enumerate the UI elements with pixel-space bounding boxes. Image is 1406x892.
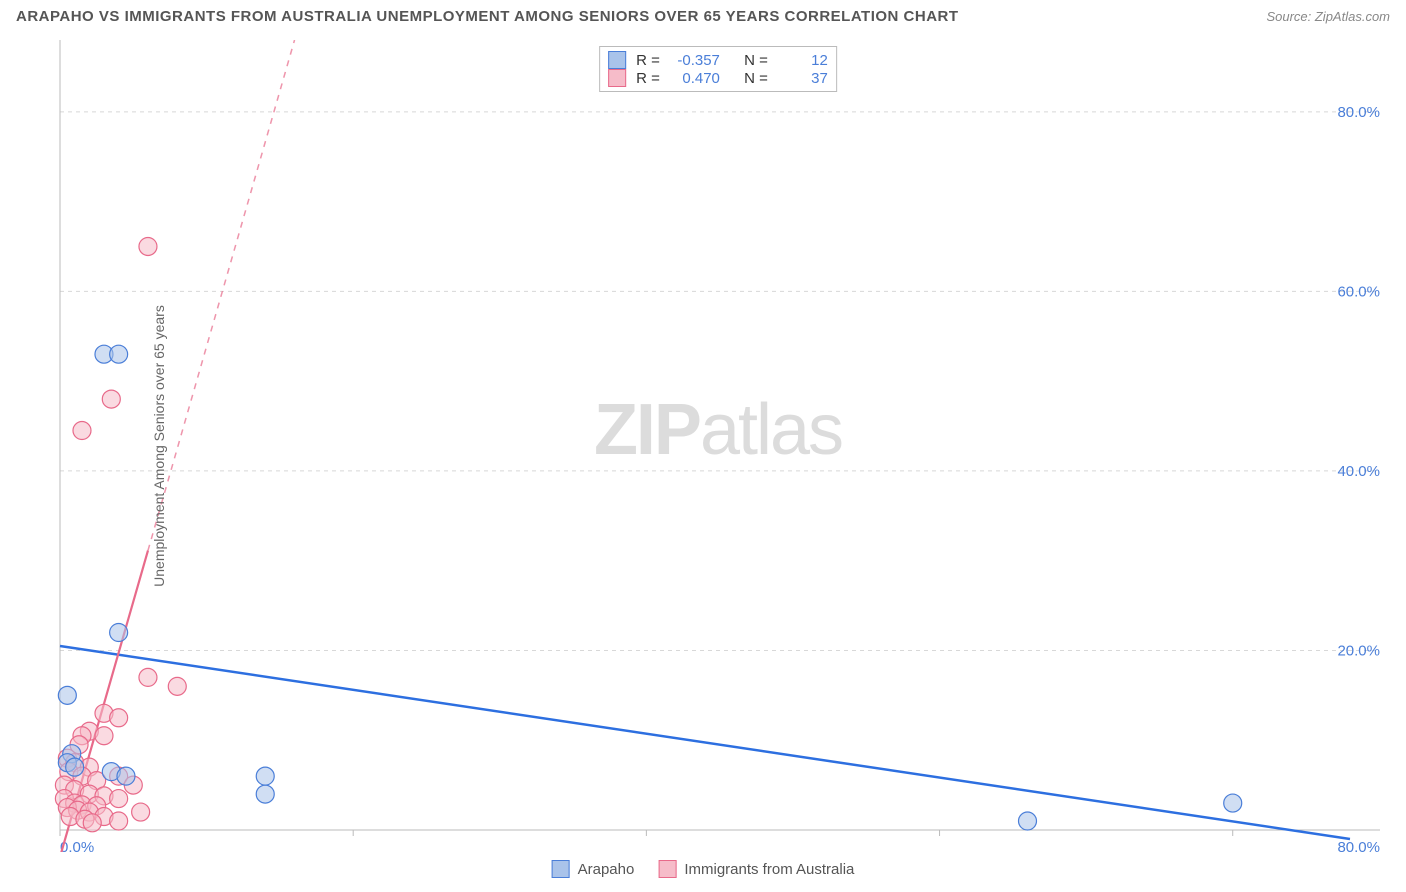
r-label: R =: [636, 70, 660, 87]
r-value-arapaho: -0.357: [670, 52, 720, 69]
swatch-arapaho-icon: [552, 860, 570, 878]
n-label: N =: [744, 70, 768, 87]
legend-label-arapaho: Arapaho: [578, 861, 635, 878]
svg-text:20.0%: 20.0%: [1337, 642, 1380, 659]
header: ARAPAHO VS IMMIGRANTS FROM AUSTRALIA UNE…: [0, 0, 1406, 29]
chart-container: Unemployment Among Seniors over 65 years…: [50, 40, 1386, 852]
bottom-legend: Arapaho Immigrants from Australia: [552, 860, 855, 878]
r-value-immigrants: 0.470: [670, 70, 720, 87]
source-attribution: Source: ZipAtlas.com: [1266, 9, 1390, 24]
legend-row-arapaho: R = -0.357 N = 12: [608, 51, 828, 69]
r-label: R =: [636, 52, 660, 69]
legend-item-arapaho: Arapaho: [552, 860, 635, 878]
svg-text:80.0%: 80.0%: [1337, 104, 1380, 121]
chart-title: ARAPAHO VS IMMIGRANTS FROM AUSTRALIA UNE…: [16, 8, 959, 25]
swatch-immigrants: [608, 69, 626, 87]
n-label: N =: [744, 52, 768, 69]
svg-text:80.0%: 80.0%: [1337, 839, 1380, 852]
scatter-chart: 20.0%40.0%60.0%80.0%0.0%80.0%: [50, 40, 1386, 852]
svg-text:60.0%: 60.0%: [1337, 283, 1380, 300]
y-axis-label: Unemployment Among Seniors over 65 years: [151, 305, 167, 587]
correlation-legend: R = -0.357 N = 12 R = 0.470 N = 37: [599, 46, 837, 92]
legend-item-immigrants: Immigrants from Australia: [658, 860, 854, 878]
swatch-arapaho: [608, 51, 626, 69]
legend-row-immigrants: R = 0.470 N = 37: [608, 69, 828, 87]
n-value-arapaho: 12: [778, 52, 828, 69]
n-value-immigrants: 37: [778, 70, 828, 87]
swatch-immigrants-icon: [658, 860, 676, 878]
legend-label-immigrants: Immigrants from Australia: [684, 861, 854, 878]
svg-text:40.0%: 40.0%: [1337, 463, 1380, 480]
